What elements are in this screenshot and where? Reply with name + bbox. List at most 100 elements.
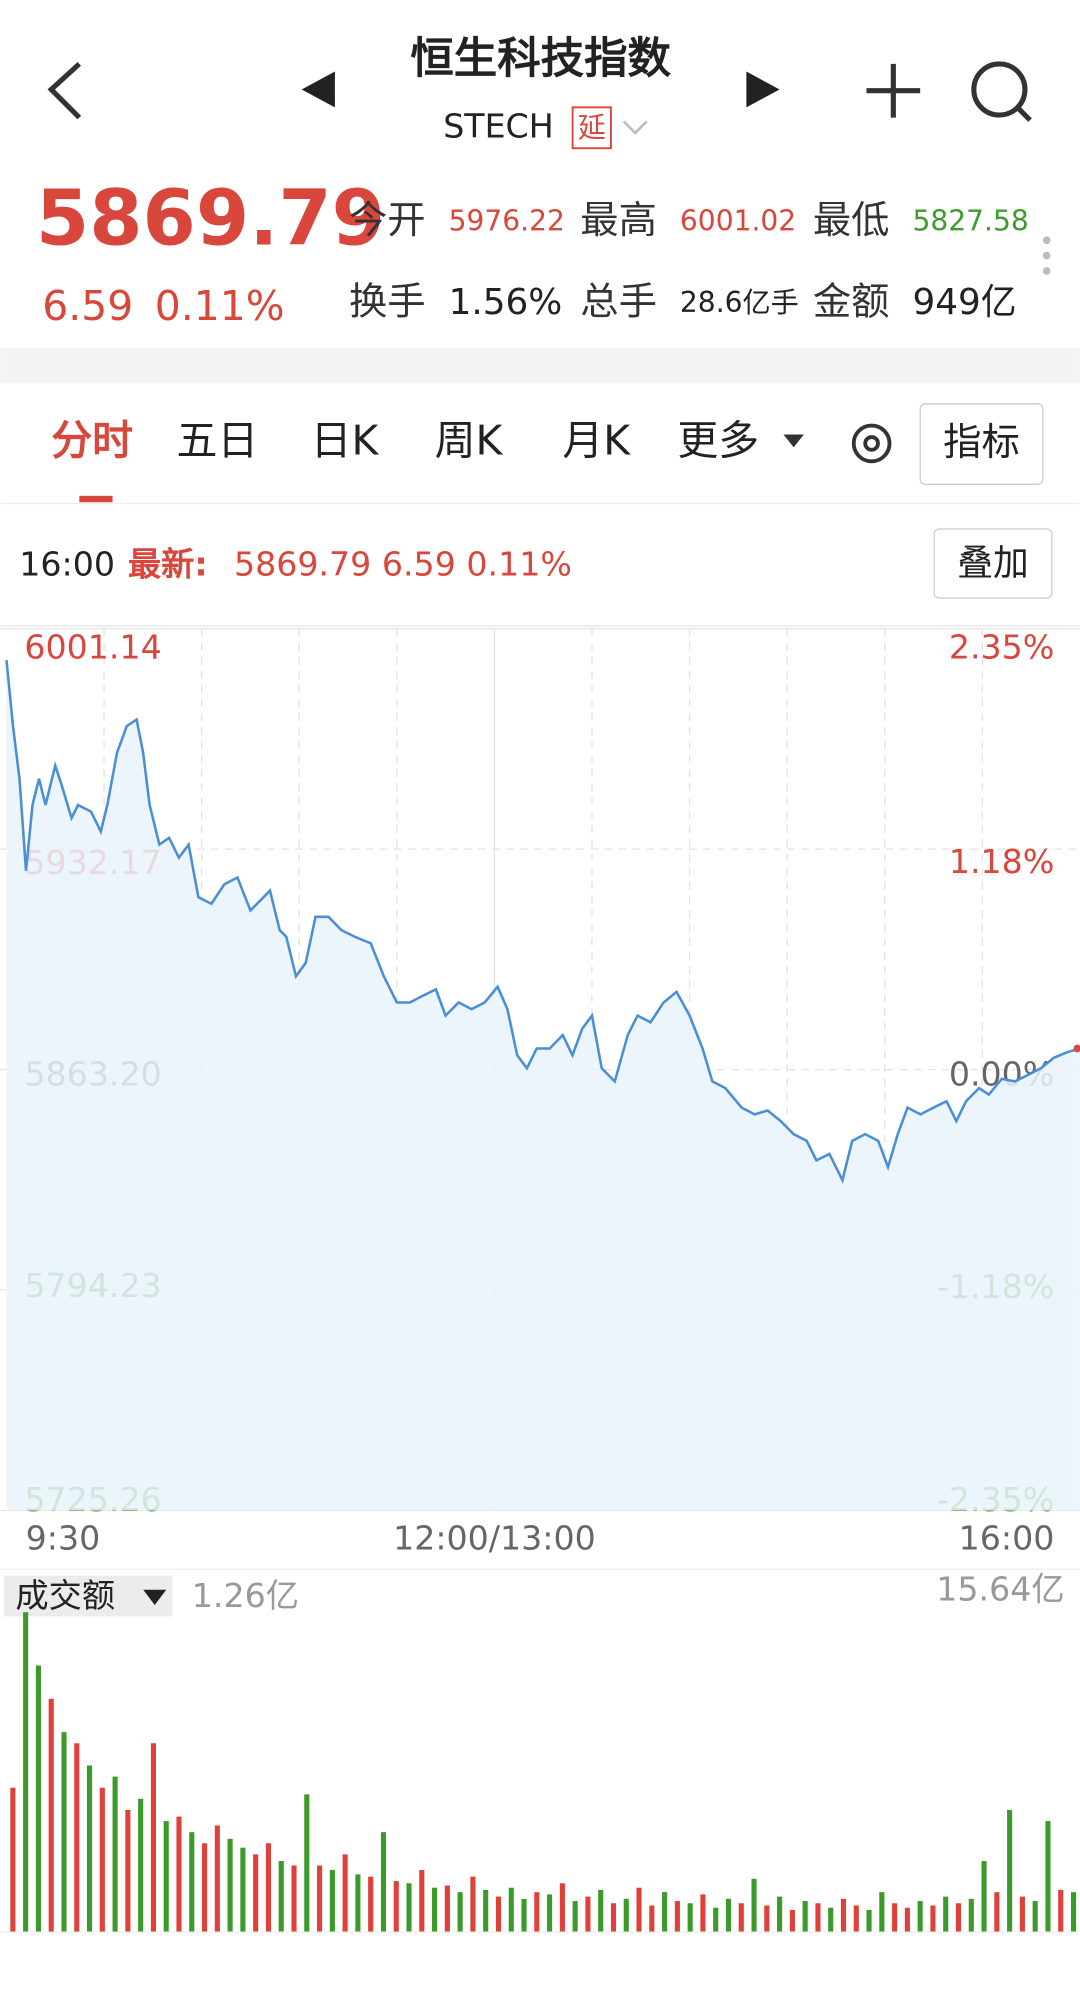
volume-bar	[1019, 1896, 1025, 1933]
volume-bar	[955, 1903, 962, 1933]
volume-bar	[1070, 1892, 1077, 1933]
volume-bar	[917, 1901, 923, 1933]
tab[interactable]: 五日	[176, 416, 258, 464]
volume-bar	[725, 1898, 732, 1933]
volume-bar	[521, 1898, 527, 1933]
x-tick-label: 16:00	[959, 1518, 1055, 1557]
y2-tick-label: 1.18%	[949, 842, 1055, 881]
volume-bar	[23, 1612, 29, 1933]
volume-bar	[623, 1898, 629, 1933]
settings-button[interactable]	[851, 423, 892, 464]
volume-bar	[138, 1798, 144, 1933]
volume-bar	[86, 1765, 93, 1933]
volume-bar	[48, 1698, 54, 1933]
info-latest: 5869.79 6.59 0.11%	[234, 545, 572, 584]
volume-bar	[802, 1901, 808, 1933]
stat-label: 今开	[349, 198, 426, 243]
change: 6.59	[42, 282, 133, 330]
volume-bar	[585, 1896, 591, 1933]
volume-bar	[201, 1843, 208, 1933]
tab[interactable]: 分时	[51, 416, 133, 464]
stat-value: 949亿	[913, 282, 1017, 323]
volume-bar	[572, 1901, 578, 1933]
volume-bar	[355, 1874, 361, 1933]
volume-bar	[840, 1898, 847, 1933]
volume-bar	[789, 1909, 795, 1933]
volume-bar	[968, 1898, 974, 1933]
volume-bar	[457, 1892, 463, 1933]
volume-bar	[240, 1847, 246, 1933]
volume-bar	[764, 1905, 770, 1933]
volume-label-box[interactable]	[3, 1575, 173, 1617]
volume-bar	[700, 1894, 706, 1933]
volume-bar	[495, 1896, 502, 1933]
stat-value: 6001.02	[680, 204, 796, 237]
volume-bar	[930, 1905, 936, 1933]
volume-current: 1.26亿	[192, 1576, 299, 1615]
volume-bar	[125, 1809, 131, 1933]
volume-bar	[380, 1832, 387, 1933]
volume-bar	[534, 1892, 540, 1933]
badge-box	[571, 106, 612, 150]
stat-value: 5827.58	[913, 204, 1029, 237]
volume-bar	[879, 1892, 885, 1933]
stat-value: 1.56%	[449, 282, 563, 323]
volume-bar	[150, 1743, 156, 1933]
overlay-button[interactable]	[933, 528, 1053, 599]
search-button[interactable]	[971, 61, 1028, 118]
volume-bar	[1032, 1901, 1038, 1933]
add-button[interactable]	[866, 63, 921, 118]
x-tick-label: 9:30	[26, 1518, 101, 1557]
price-line	[5, 660, 1080, 1184]
volume-bar	[432, 1887, 438, 1933]
volume-bar	[470, 1876, 476, 1933]
volume-bar	[253, 1854, 259, 1933]
volume-bar	[393, 1881, 399, 1933]
volume-bar	[994, 1892, 1000, 1933]
volume-bar	[278, 1861, 284, 1933]
y2-tick-label: 2.35%	[949, 628, 1055, 667]
volume-bar	[483, 1889, 489, 1933]
title: 恒生科技指数	[410, 34, 671, 84]
dot	[1042, 236, 1051, 245]
volume-bar	[713, 1907, 719, 1933]
volume-bar	[10, 1787, 16, 1933]
indicator-button[interactable]	[919, 403, 1044, 485]
tab[interactable]: 月K	[562, 416, 631, 464]
volume-bar	[291, 1865, 297, 1933]
settings-inner	[863, 435, 880, 452]
volume-bar	[610, 1903, 617, 1933]
back-button[interactable]	[47, 62, 82, 120]
volume-bar	[662, 1892, 668, 1933]
volume-max: 15.64亿	[936, 1569, 1064, 1608]
volume-bar	[227, 1838, 233, 1933]
volume-bar	[687, 1903, 693, 1933]
stat-label: 金额	[813, 280, 890, 325]
dot	[1042, 251, 1051, 260]
price: 5869.79	[36, 175, 385, 264]
volume-bar	[738, 1903, 744, 1933]
volume-bar	[74, 1743, 80, 1933]
volume-bar	[559, 1883, 565, 1933]
volume-bar	[636, 1887, 642, 1933]
tab-underline	[79, 495, 113, 503]
volume-bar	[99, 1787, 105, 1933]
volume-bar	[943, 1896, 949, 1933]
dropdown[interactable]	[622, 120, 648, 135]
info-time: 16:00	[19, 545, 115, 584]
tab[interactable]: 周K	[435, 416, 504, 464]
volume-bar	[304, 1794, 310, 1933]
next-button[interactable]	[746, 71, 780, 108]
volume-bar	[176, 1816, 182, 1933]
tab[interactable]: 日K	[311, 416, 380, 464]
volume-dropdown	[143, 1589, 167, 1606]
prev-button[interactable]	[301, 71, 335, 108]
tab[interactable]: 更多	[677, 416, 759, 464]
volume-bar	[1045, 1821, 1051, 1933]
stat-value: 5976.22	[449, 204, 565, 237]
volume-bar	[904, 1907, 910, 1933]
more-arrow	[783, 434, 804, 448]
volume-bar	[35, 1665, 41, 1933]
